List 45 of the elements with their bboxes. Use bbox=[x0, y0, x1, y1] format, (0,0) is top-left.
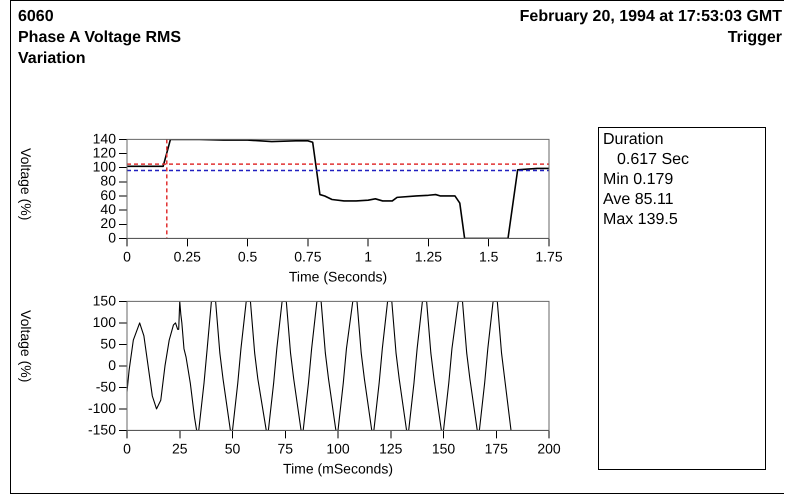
text: Ave 85.11 bbox=[603, 190, 675, 210]
y-tick-label: 0 bbox=[108, 229, 116, 246]
x-tick-label: 150 bbox=[432, 440, 456, 457]
y-tick-label: 40 bbox=[100, 200, 116, 217]
x-tick-label: 0.25 bbox=[174, 248, 202, 265]
x-tick-label: 1 bbox=[364, 248, 372, 265]
x-axis-title: Time (mSeconds) bbox=[283, 460, 393, 476]
y-axis-title: Voltage (%) bbox=[18, 148, 34, 220]
y-axis-title: Voltage (%) bbox=[18, 310, 34, 382]
x-tick-label: 0.75 bbox=[294, 248, 322, 265]
y-tick-label: 140 bbox=[92, 130, 116, 146]
x-tick-label: 1.5 bbox=[478, 248, 499, 265]
text: Trigger bbox=[728, 28, 782, 48]
x-tick-label: 0 bbox=[123, 248, 132, 265]
x-tick-label: 25 bbox=[172, 440, 188, 457]
y-tick-label: 120 bbox=[92, 144, 116, 160]
x-tick-label: 175 bbox=[484, 440, 508, 457]
x-tick-label: 200 bbox=[537, 440, 561, 457]
x-tick-label: 1.75 bbox=[535, 248, 563, 265]
x-tick-label: 0 bbox=[123, 440, 132, 457]
text: February 20, 1994 at 17:53:03 GMT bbox=[520, 7, 782, 27]
y-tick-label: 20 bbox=[100, 215, 116, 232]
y-tick-label: 60 bbox=[100, 186, 116, 203]
x-tick-label: 1.25 bbox=[414, 248, 442, 265]
x-tick-label: 75 bbox=[277, 440, 294, 457]
text: 0.617 Sec bbox=[616, 150, 690, 170]
x-tick-label: 0.5 bbox=[238, 248, 258, 265]
x-tick-label: 100 bbox=[326, 440, 350, 457]
x-tick-label: 125 bbox=[379, 440, 403, 457]
text: Max 139.5 bbox=[603, 210, 679, 230]
text: Min 0.179 bbox=[603, 170, 674, 190]
x-axis-title: Time (Seconds) bbox=[288, 268, 388, 284]
y-tick-label: -100 bbox=[88, 400, 116, 416]
y-tick-label: 0 bbox=[108, 356, 116, 373]
x-tick-label: 50 bbox=[224, 440, 240, 457]
y-tick-label: 80 bbox=[100, 172, 116, 189]
y-tick-label: -150 bbox=[88, 421, 116, 438]
y-tick-label: 100 bbox=[92, 314, 116, 330]
y-tick-label: 100 bbox=[92, 158, 116, 175]
y-tick-label: -50 bbox=[96, 378, 116, 394]
y-tick-label: 50 bbox=[100, 335, 116, 352]
chart-subtitle: Phase A Voltage RMS Variation bbox=[18, 28, 182, 69]
text: Duration bbox=[603, 130, 664, 150]
y-tick-label: 150 bbox=[92, 292, 116, 308]
chart-title: 6060 bbox=[18, 7, 55, 27]
